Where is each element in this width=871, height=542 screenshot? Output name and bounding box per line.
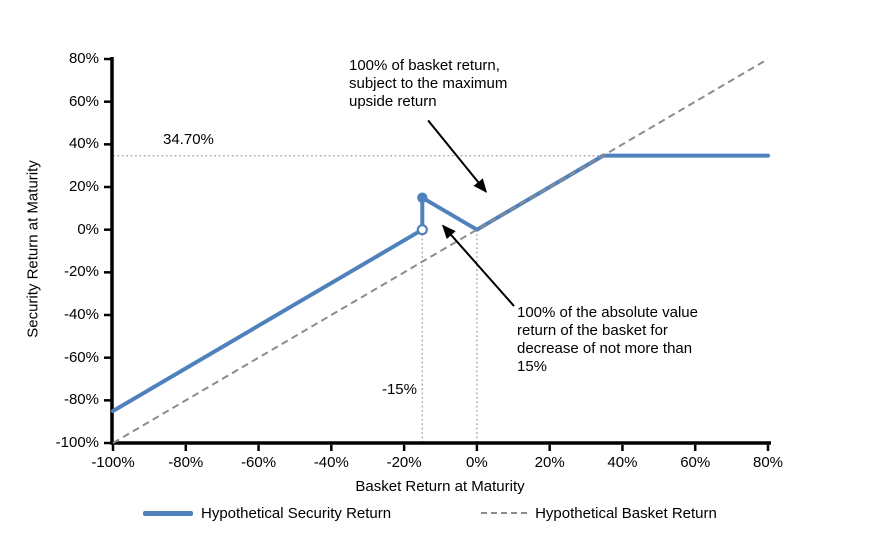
max-upside-return-label: 34.70% bbox=[163, 131, 214, 148]
x-tick-label: 40% bbox=[607, 454, 638, 471]
x-axis-title: Basket Return at Maturity bbox=[355, 478, 525, 495]
x-tick-label: 80% bbox=[752, 454, 784, 471]
x-tick-label: -80% bbox=[168, 454, 204, 471]
annotation-arrows bbox=[427, 119, 515, 307]
annotation-absolute-value-text: 100% of the absolute value return of the… bbox=[517, 304, 698, 375]
axes bbox=[104, 57, 771, 451]
buffer-level-label: -15% bbox=[381, 381, 417, 398]
x-tick-label: -60% bbox=[241, 454, 277, 471]
basket-line-swatch bbox=[481, 512, 528, 514]
x-tick-label: 60% bbox=[680, 454, 711, 471]
y-tick-label: 0% bbox=[77, 220, 99, 238]
series-lines bbox=[111, 58, 770, 444]
y-tick-label: -60% bbox=[63, 348, 99, 366]
y-tick-label: 40% bbox=[68, 135, 99, 153]
y-tick-label: -100% bbox=[55, 434, 99, 451]
y-tick-label: -80% bbox=[63, 391, 99, 409]
y-tick-label: 60% bbox=[68, 92, 99, 110]
y-tick-label: 80% bbox=[68, 50, 99, 67]
y-tick-label: -40% bbox=[63, 306, 99, 323]
security-line-swatch bbox=[143, 510, 193, 516]
series-markers bbox=[416, 192, 428, 236]
x-tick-label: 0% bbox=[466, 454, 488, 471]
x-tick-label: 20% bbox=[534, 454, 565, 471]
legend: Hypothetical Security Return Hypothetica… bbox=[143, 502, 717, 524]
legend-label-security: Hypothetical Security Return bbox=[201, 504, 392, 522]
x-tick-label: -20% bbox=[386, 454, 422, 471]
x-tick-label: -100% bbox=[91, 454, 135, 471]
legend-item-basket: Hypothetical Basket Return bbox=[481, 505, 717, 522]
legend-label-basket: Hypothetical Basket Return bbox=[535, 504, 717, 522]
x-tick-label: -40% bbox=[313, 454, 349, 471]
y-tick-label: -20% bbox=[63, 263, 99, 281]
y-tick-label: 20% bbox=[68, 178, 99, 195]
legend-item-security: Hypothetical Security Return bbox=[143, 505, 391, 522]
annotation-upside-text: 100% of basket return, subject to the ma… bbox=[349, 57, 508, 110]
